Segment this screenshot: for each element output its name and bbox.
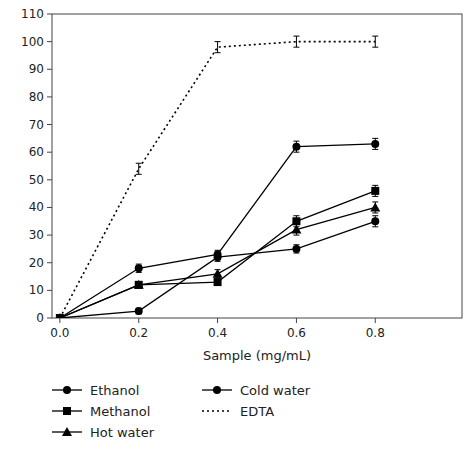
plot-frame <box>52 14 462 318</box>
error-bar <box>372 216 378 227</box>
y-tick <box>47 96 52 97</box>
error-bar <box>136 264 142 272</box>
y-tick <box>47 41 52 42</box>
series-line <box>60 42 375 318</box>
y-tick <box>47 124 52 125</box>
legend-label: Ethanol <box>90 383 139 398</box>
series <box>56 138 379 318</box>
data-point <box>214 253 222 261</box>
legend-item: Cold water <box>202 383 311 398</box>
legend-label: Cold water <box>240 383 311 398</box>
error-bar <box>57 318 63 319</box>
series <box>56 185 379 318</box>
x-tick-label: 0.0 <box>50 326 69 340</box>
y-tick <box>47 235 52 236</box>
error-bar <box>293 36 299 47</box>
x-tick-label: 0.6 <box>287 326 306 340</box>
error-bar <box>215 42 221 53</box>
data-point <box>371 187 379 195</box>
data-point <box>213 269 223 278</box>
y-tick-label: 100 <box>21 35 44 49</box>
y-tick-label: 110 <box>21 7 44 21</box>
data-layer <box>55 36 380 318</box>
series-line <box>60 191 375 318</box>
series <box>55 202 380 318</box>
y-tick-label: 80 <box>29 90 44 104</box>
y-tick-label: 10 <box>29 283 44 297</box>
y-tick-label: 40 <box>29 200 44 214</box>
error-bar <box>293 245 299 253</box>
data-point <box>371 217 379 225</box>
x-tick-label: 0.2 <box>129 326 148 340</box>
series <box>57 36 378 318</box>
data-point <box>214 278 222 286</box>
data-point <box>292 245 300 253</box>
legend-marker <box>213 386 221 394</box>
error-bar <box>136 163 142 174</box>
legend: Ethanol Methanol Hot water Cold water EDTA <box>52 383 311 440</box>
legend-item: Ethanol <box>52 383 139 398</box>
y-tick-label: 50 <box>29 173 44 187</box>
data-point <box>292 143 300 151</box>
legend-marker <box>63 407 71 415</box>
y-tick-label: 0 <box>36 311 44 325</box>
data-point <box>370 202 380 211</box>
data-point <box>135 264 143 272</box>
x-axis-label: Sample (mg/mL) <box>203 348 311 363</box>
chart: 0.0 0.2 0.4 0.6 0.8 0 10 20 30 40 50 60 70 80 90 100 110… <box>0 0 474 474</box>
y-tick-label: 60 <box>29 145 44 159</box>
error-bar <box>57 318 63 319</box>
legend-item: Hot water <box>52 425 155 440</box>
error-bar <box>372 138 378 149</box>
series <box>56 216 379 318</box>
series-line <box>60 221 375 318</box>
data-point <box>371 140 379 148</box>
x-tick-label: 0.8 <box>366 326 385 340</box>
x-axis: 0.0 0.2 0.4 0.6 0.8 <box>50 318 384 340</box>
y-tick <box>47 69 52 70</box>
y-tick <box>47 152 52 153</box>
x-tick <box>375 318 376 323</box>
legend-marker <box>63 386 71 394</box>
y-tick-label: 30 <box>29 228 44 242</box>
data-point <box>135 307 143 315</box>
legend-label: EDTA <box>240 404 274 419</box>
y-tick <box>47 207 52 208</box>
y-tick <box>47 318 52 319</box>
data-point <box>291 225 301 234</box>
error-bar <box>57 318 63 319</box>
series-line <box>60 207 375 318</box>
series-line <box>60 144 375 318</box>
legend-line <box>202 410 232 412</box>
legend-marker <box>62 427 72 436</box>
data-point <box>134 280 144 289</box>
error-bar <box>372 185 378 196</box>
y-tick <box>47 262 52 263</box>
y-tick <box>47 179 52 180</box>
x-tick-label: 0.4 <box>208 326 227 340</box>
error-bar <box>215 253 221 261</box>
error-bar <box>293 141 299 152</box>
x-tick <box>217 318 218 323</box>
error-bar <box>57 318 63 319</box>
x-tick <box>138 318 139 323</box>
error-bar <box>372 36 378 47</box>
legend-label: Hot water <box>90 425 155 440</box>
error-bar <box>57 318 63 319</box>
x-tick <box>296 318 297 323</box>
legend-label: Methanol <box>90 404 150 419</box>
legend-item: Methanol <box>52 404 150 419</box>
y-axis: 0 10 20 30 40 50 60 70 80 90 100 110 <box>21 7 52 325</box>
legend-item: EDTA <box>202 404 274 419</box>
y-tick <box>47 14 52 15</box>
y-tick <box>47 290 52 291</box>
x-tick <box>59 318 60 323</box>
y-tick-label: 70 <box>29 118 44 132</box>
y-tick-label: 20 <box>29 256 44 270</box>
y-tick-label: 90 <box>29 62 44 76</box>
